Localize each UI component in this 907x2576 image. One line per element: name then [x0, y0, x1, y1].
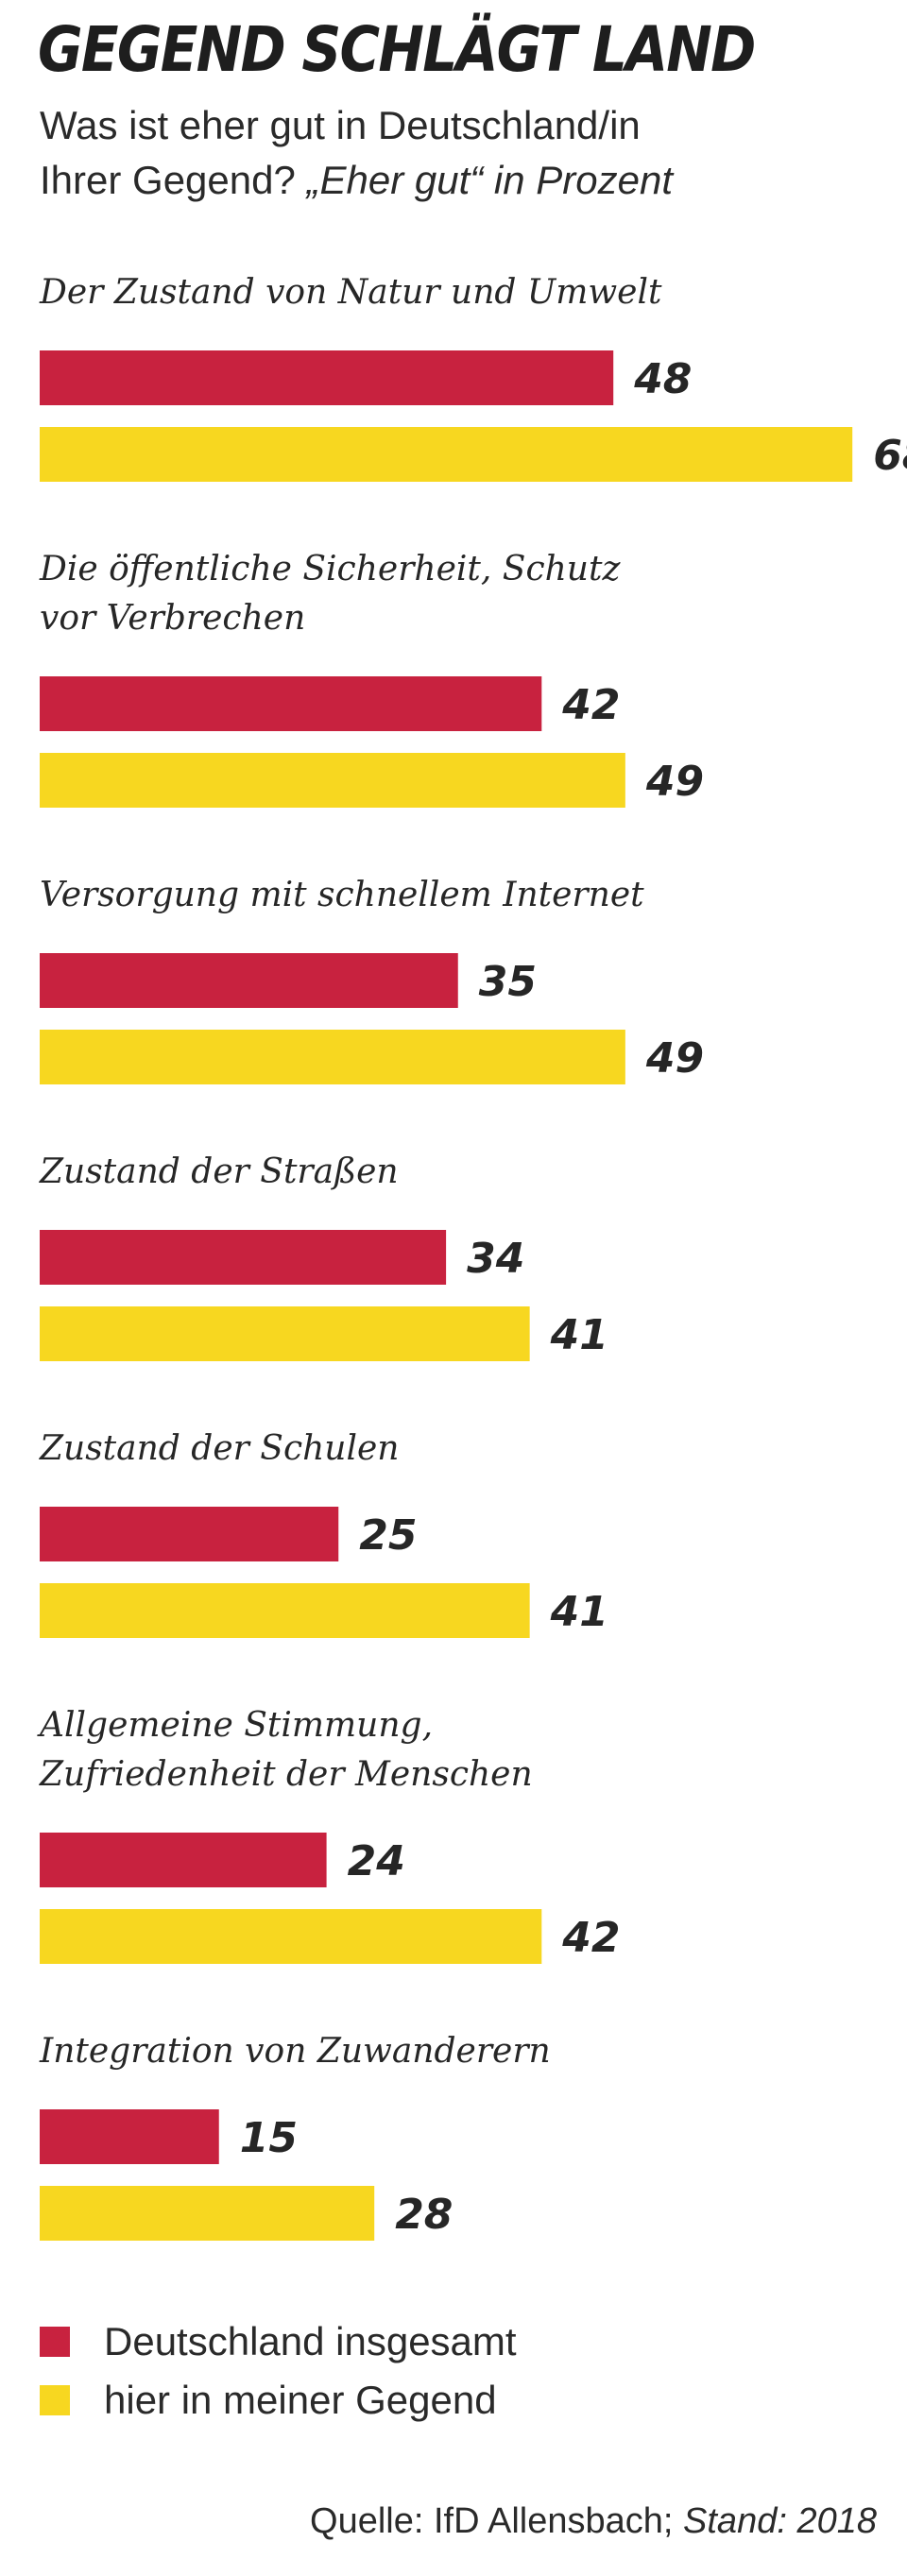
- category-label: Zustand der Schulen: [39, 1429, 399, 1468]
- value-label-deutschland: 42: [561, 681, 620, 729]
- source-text: Quelle: IfD Allensbach;: [310, 2501, 684, 2541]
- subtitle-line-1: Was ist eher gut in Deutschland/in: [40, 103, 641, 147]
- bar-gegend: [40, 1306, 530, 1361]
- subtitle-line-2: Ihrer Gegend?: [40, 158, 307, 202]
- bar-gegend: [40, 753, 625, 808]
- bar-gegend: [40, 1030, 625, 1084]
- category-label: Die öffentliche Sicherheit, Schutz: [39, 550, 621, 589]
- value-label-gegend: 41: [550, 1311, 608, 1359]
- value-label-deutschland: 35: [479, 958, 537, 1006]
- bar-deutschland: [40, 350, 614, 405]
- category-label: vor Verbrechen: [40, 599, 305, 638]
- legend-item-gegend: hier in meiner Gegend: [40, 2371, 517, 2430]
- category-label: Integration von Zuwanderern: [39, 2032, 551, 2071]
- legend-swatch-gegend: [40, 2385, 70, 2415]
- value-label-gegend: 49: [645, 1034, 704, 1083]
- value-label-deutschland: 48: [633, 355, 692, 403]
- bar-deutschland: [40, 1833, 327, 1887]
- chart-subtitle: Was ist eher gut in Deutschland/in Ihrer…: [40, 98, 890, 208]
- value-label-deutschland: 25: [359, 1511, 417, 1560]
- legend-item-deutschland: Deutschland insgesamt: [40, 2312, 517, 2371]
- bar-deutschland: [40, 2109, 219, 2164]
- bar-chart: Der Zustand von Natur und Umwelt 48 68 Die …: [37, 273, 907, 2241]
- bar-deutschland: [40, 953, 458, 1008]
- subtitle-line-2-italic: „Eher gut“ in Prozent: [306, 158, 674, 202]
- category-group: Die öffentliche Sicherheit, Schutz vor Ve…: [39, 550, 704, 808]
- category-group: Zustand der Straßen 34 41: [39, 1152, 608, 1361]
- value-label-gegend: 42: [561, 1914, 620, 1962]
- value-label-gegend: 49: [645, 758, 704, 806]
- source-note: Quelle: IfD Allensbach; Stand: 2018: [310, 2501, 877, 2542]
- value-label-deutschland: 15: [240, 2114, 298, 2162]
- category-label: Zufriedenheit der Menschen: [39, 1755, 533, 1794]
- legend-swatch-deutschland: [40, 2327, 70, 2357]
- legend-label-deutschland: Deutschland insgesamt: [104, 2319, 517, 2363]
- legend-label-gegend: hier in meiner Gegend: [104, 2378, 497, 2422]
- legend: Deutschland insgesamt hier in meiner Geg…: [40, 2312, 517, 2430]
- bar-deutschland: [40, 1507, 339, 1561]
- category-label: Versorgung mit schnellem Internet: [40, 876, 644, 914]
- category-group: Integration von Zuwanderern 15 28: [39, 2032, 551, 2241]
- bar-deutschland: [40, 676, 542, 731]
- category-group: Versorgung mit schnellem Internet 35 49: [40, 876, 704, 1084]
- value-label-deutschland: 24: [348, 1837, 405, 1885]
- category-label: Zustand der Straßen: [39, 1152, 399, 1191]
- bar-deutschland: [40, 1230, 447, 1285]
- category-label: Allgemeine Stimmung,: [37, 1706, 433, 1745]
- bar-gegend: [40, 2186, 375, 2241]
- bar-gegend: [40, 1583, 530, 1638]
- category-label: Der Zustand von Natur und Umwelt: [39, 273, 662, 312]
- value-label-gegend: 41: [550, 1588, 608, 1636]
- value-label-gegend: 28: [395, 2191, 453, 2239]
- bar-gegend: [40, 1909, 542, 1964]
- category-group: Der Zustand von Natur und Umwelt 48 68: [39, 273, 907, 482]
- bar-gegend: [40, 427, 853, 482]
- category-group: Zustand der Schulen 25 41: [39, 1429, 608, 1638]
- category-group: Allgemeine Stimmung, Zufriedenheit der Me…: [37, 1706, 621, 1964]
- value-label-deutschland: 34: [467, 1235, 524, 1283]
- chart-title: GEGEND SCHLÄGT LAND: [38, 13, 756, 86]
- value-label-gegend: 68: [873, 432, 907, 480]
- source-date: Stand: 2018: [683, 2501, 877, 2541]
